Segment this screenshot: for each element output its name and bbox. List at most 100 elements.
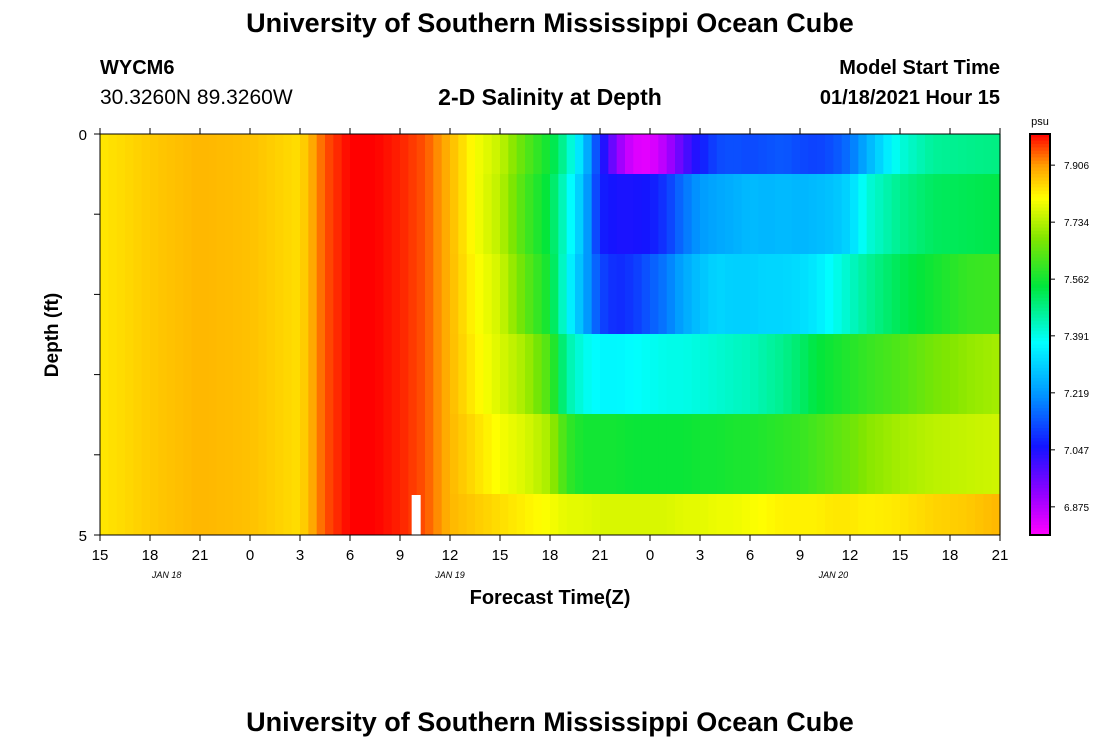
heatmap-cell [491,334,501,414]
heatmap-cells [100,134,1001,535]
colorbar-swatch [1030,384,1050,389]
heatmap-cell [608,134,618,174]
heatmap-cell [108,254,118,334]
colorbar-swatch [1030,207,1050,212]
heatmap-cell [583,414,593,494]
heatmap-cell [641,134,651,174]
heatmap-cell [425,494,434,535]
heatmap-cell [458,134,468,174]
heatmap-cell [716,334,726,414]
heatmap-cell [275,254,284,334]
heatmap-cell [675,254,684,334]
colorbar-swatch [1030,501,1050,506]
colorbar-swatch [1030,264,1050,269]
colorbar-tick-label: 7.734 [1064,218,1089,229]
heatmap-cell [783,494,793,535]
heatmap-cell [741,414,751,494]
heatmap-cell [508,174,518,254]
page-title: University of Southern Mississippi Ocean… [246,8,854,38]
colorbar-swatch [1030,154,1050,158]
heatmap-cell [191,494,201,535]
colorbar-swatch [1030,287,1050,292]
heatmap-cell [108,174,118,254]
heatmap-cell [575,334,584,414]
heatmap-cell [100,494,109,535]
colorbar-swatch [1030,441,1050,446]
heatmap-cell [833,414,843,494]
heatmap-cell [533,334,543,414]
heatmap-cell [900,414,909,494]
heatmap-cell [916,174,926,254]
heatmap-cell [650,334,659,414]
heatmap-cell [475,134,484,174]
heatmap-cell [933,334,943,414]
heatmap-cell [500,254,509,334]
heatmap-cell [633,414,643,494]
heatmap-cell [341,414,351,494]
heatmap-cell [266,414,276,494]
colorbar-swatch [1030,267,1050,272]
colorbar-swatch [1030,160,1050,165]
heatmap-cell [475,334,484,414]
heatmap-cell [800,254,809,334]
colorbar-swatch [1030,401,1050,406]
heatmap-cell [366,414,376,494]
colorbar-swatch [1030,468,1050,473]
colorbar-swatch [1030,377,1050,382]
heatmap-cell [141,174,151,254]
heatmap-cell [433,334,443,414]
heatmap-cell [400,134,409,174]
heatmap-cell [241,334,251,414]
heatmap-cell [491,174,501,254]
heatmap-cell [783,174,793,254]
heatmap-cell [525,254,534,334]
colorbar-tick-label: 7.047 [1064,446,1089,457]
heatmap-cell [933,174,943,254]
heatmap-cell [633,494,643,535]
colorbar-swatch [1030,381,1050,386]
heatmap-cell [783,414,793,494]
heatmap-cell [116,174,126,254]
date-label: JAN 18 [151,570,182,580]
heatmap-cell [900,174,909,254]
heatmap-cell [700,494,709,535]
colorbar-swatch [1030,428,1050,433]
heatmap-cell [600,174,609,254]
heatmap-cell [766,254,776,334]
heatmap-cell [725,134,734,174]
heatmap-cell [275,174,284,254]
heatmap-cell [941,334,951,414]
heatmap-cell [816,414,826,494]
heatmap-cell [491,414,501,494]
heatmap-cell [283,134,293,174]
heatmap-cell [491,494,501,535]
heatmap-cell [400,174,409,254]
heatmap-cell [158,414,168,494]
colorbar-swatch [1030,291,1050,295]
heatmap-cell [358,134,368,174]
heatmap-cell [216,174,226,254]
heatmap-cell [441,414,451,494]
heatmap-cell [558,414,568,494]
heatmap-cell [116,134,126,174]
heatmap-cell [925,334,934,414]
heatmap-cell [958,134,968,174]
heatmap-cell [533,494,543,535]
heatmap-cell [175,254,184,334]
heatmap-cell [841,494,851,535]
heatmap-cell [725,414,734,494]
heatmap-cell [841,334,851,414]
colorbar-swatch [1030,317,1050,322]
heatmap-cell [383,414,393,494]
heatmap-cell [533,414,543,494]
colorbar-swatch [1030,504,1050,509]
heatmap-cell [941,494,951,535]
heatmap-cell [483,174,493,254]
colorbar-unit: psu [1031,116,1049,128]
heatmap-cell [700,414,709,494]
heatmap-cell [500,174,509,254]
heatmap-cell [500,334,509,414]
heatmap-cell [791,174,801,254]
colorbar-swatch [1030,521,1050,526]
colorbar-swatch [1030,391,1050,396]
